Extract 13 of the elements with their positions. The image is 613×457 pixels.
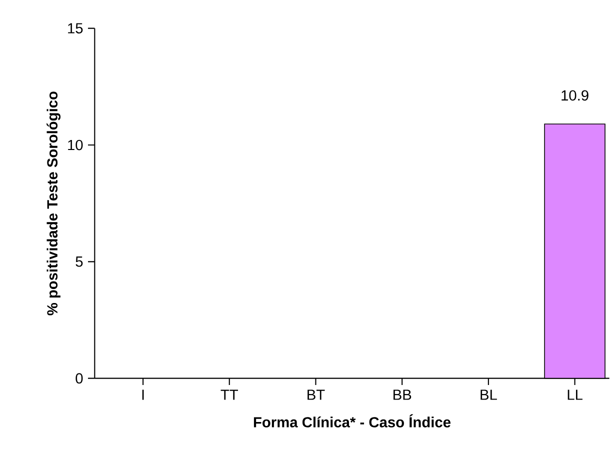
y-tick-label: 15 bbox=[68, 23, 83, 34]
data-label: 10.9 bbox=[562, 90, 588, 101]
x-axis-title: Forma Clínica* - Caso Índice bbox=[254, 414, 451, 428]
y-axis-title: % positividade Teste Sorológico bbox=[46, 92, 60, 316]
x-tick-label: BT bbox=[308, 390, 325, 400]
y-tick-label: 10 bbox=[68, 140, 83, 150]
y-tick-label: 0 bbox=[76, 373, 83, 384]
x-tick-label: LL bbox=[568, 390, 582, 400]
x-tick-label: I bbox=[142, 390, 144, 400]
x-tick-label: BB bbox=[394, 390, 412, 400]
x-tick-label: TT bbox=[220, 390, 238, 400]
y-tick-label: 5 bbox=[76, 256, 83, 267]
x-tick-label: BL bbox=[480, 390, 497, 400]
